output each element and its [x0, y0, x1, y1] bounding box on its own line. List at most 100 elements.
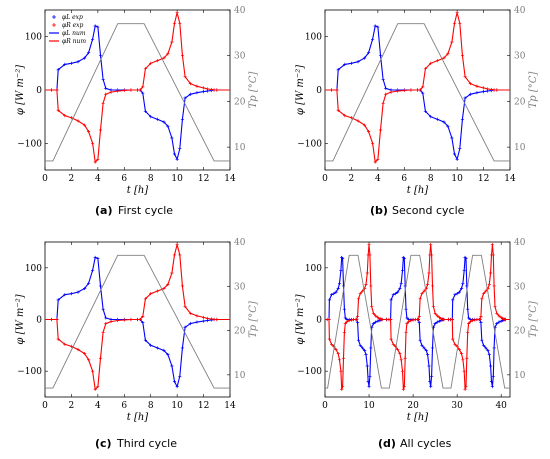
y2-tick-label: 10 [514, 371, 526, 381]
series-point-φL [337, 281, 342, 285]
series-point-φL [367, 51, 371, 55]
series-point-φR [69, 116, 74, 120]
y-tick-label: 100 [25, 33, 42, 43]
series-point-φL [201, 90, 206, 94]
series-point-φR [93, 387, 97, 391]
series-point-φR [427, 271, 431, 275]
series-point-φR [465, 356, 469, 360]
series-point-φL [155, 117, 159, 121]
series-point-φR [98, 128, 103, 132]
series-point-φL [155, 346, 159, 350]
series-point-φL [101, 77, 105, 81]
series-point-φL [367, 385, 371, 389]
series-point-φL [491, 374, 495, 378]
series-point-φR [166, 282, 170, 286]
caption-a: (a) First cycle [95, 204, 173, 217]
series-point-φR [87, 130, 91, 134]
panel-second-cycle: 0 2 4 6 8 10 12 14 −100 0 100 10 20 30 40 t [h] φ [W m⁻²… [295, 6, 539, 196]
series-point-φL [90, 37, 95, 41]
series-point-φR [402, 385, 406, 389]
series-point-φR [149, 61, 153, 65]
x-tick-label: 4 [95, 174, 101, 184]
series-point-φL [93, 255, 97, 260]
series-point-φL [399, 281, 403, 285]
series-line-φR [45, 244, 230, 391]
x-tick-label: 20 [407, 401, 419, 411]
series-point-φL [98, 53, 103, 57]
series-point-φL [69, 61, 74, 65]
series-point-φR [407, 319, 411, 324]
series-point-φR [493, 304, 497, 309]
series-point-φR [455, 11, 459, 15]
series-point-φL [463, 96, 467, 100]
x-tick-label: 2 [69, 174, 75, 184]
series-point-φR [122, 318, 126, 322]
series-point-φR [364, 282, 368, 286]
series-point-φR [170, 271, 174, 275]
series-point-φR [422, 289, 426, 293]
series-point-φR [462, 369, 466, 373]
series-point-φL [104, 316, 108, 320]
series-point-φL [495, 322, 499, 326]
x-tick-label: 2 [69, 401, 75, 411]
series-point-φL [188, 92, 192, 96]
series-point-φR [370, 141, 375, 145]
series-point-φR [188, 311, 192, 315]
series-point-φR [215, 317, 219, 322]
y2-axis-label: Tp [°C] [248, 301, 259, 338]
series-point-φL [180, 346, 185, 350]
series-point-φR [402, 88, 406, 93]
x-tick-label: 6 [121, 174, 127, 184]
y2-axis-label: Tp [°C] [528, 301, 539, 338]
series-point-φL [87, 51, 91, 55]
series-point-φR [195, 314, 199, 318]
series-point-φR [473, 318, 477, 322]
series-point-φR [384, 92, 388, 96]
series-point-φR [101, 330, 105, 335]
series-point-φR [391, 342, 395, 346]
series-point-φL [374, 320, 378, 324]
series-point-φR [452, 21, 457, 25]
y2-tick-label: 40 [514, 6, 526, 16]
caption-b-text: Second cycle [392, 204, 465, 217]
series-point-φR [399, 358, 403, 362]
series-point-φR [478, 317, 482, 322]
caption-d-letter: (d) [378, 437, 396, 450]
series-point-φL [486, 348, 490, 353]
series-point-φL [459, 286, 464, 291]
series-point-φR [442, 317, 446, 322]
series-point-φR [209, 317, 214, 321]
series-point-φR [195, 84, 199, 88]
x-axis-label: t [h] [127, 412, 149, 423]
series-point-φL [427, 364, 431, 368]
series-point-φL [368, 374, 372, 378]
legend-label: φR num [62, 38, 86, 45]
x-tick-label: 2 [349, 174, 355, 184]
series-point-φR [423, 67, 428, 71]
series-point-φR [342, 330, 346, 335]
series-line-Tp [45, 23, 230, 162]
y2-tick-label: 10 [514, 143, 526, 153]
series-line-Tp [325, 254, 510, 389]
series-point-φL [343, 62, 347, 66]
series-point-φL [188, 322, 192, 326]
series-point-φR [417, 314, 421, 318]
series-line-Tp [45, 254, 230, 389]
series-point-φR [141, 85, 145, 89]
series-point-φL [195, 91, 199, 95]
series-point-φL [376, 25, 380, 29]
x-tick-label: 4 [375, 174, 381, 184]
series-point-φR [396, 347, 400, 352]
caption-c-letter: (c) [95, 437, 112, 450]
series-point-φL [342, 307, 346, 311]
x-axis-label: t [h] [407, 185, 429, 196]
series-point-φR [101, 101, 105, 105]
series-point-φR [143, 297, 148, 301]
series-point-φR [122, 88, 126, 93]
series-point-φR [365, 271, 369, 275]
y2-tick-label: 10 [234, 371, 246, 381]
caption-d-text: All cycles [400, 437, 452, 450]
series-point-φL [418, 338, 422, 342]
series-point-φR [435, 59, 439, 63]
series-point-φR [69, 344, 74, 348]
